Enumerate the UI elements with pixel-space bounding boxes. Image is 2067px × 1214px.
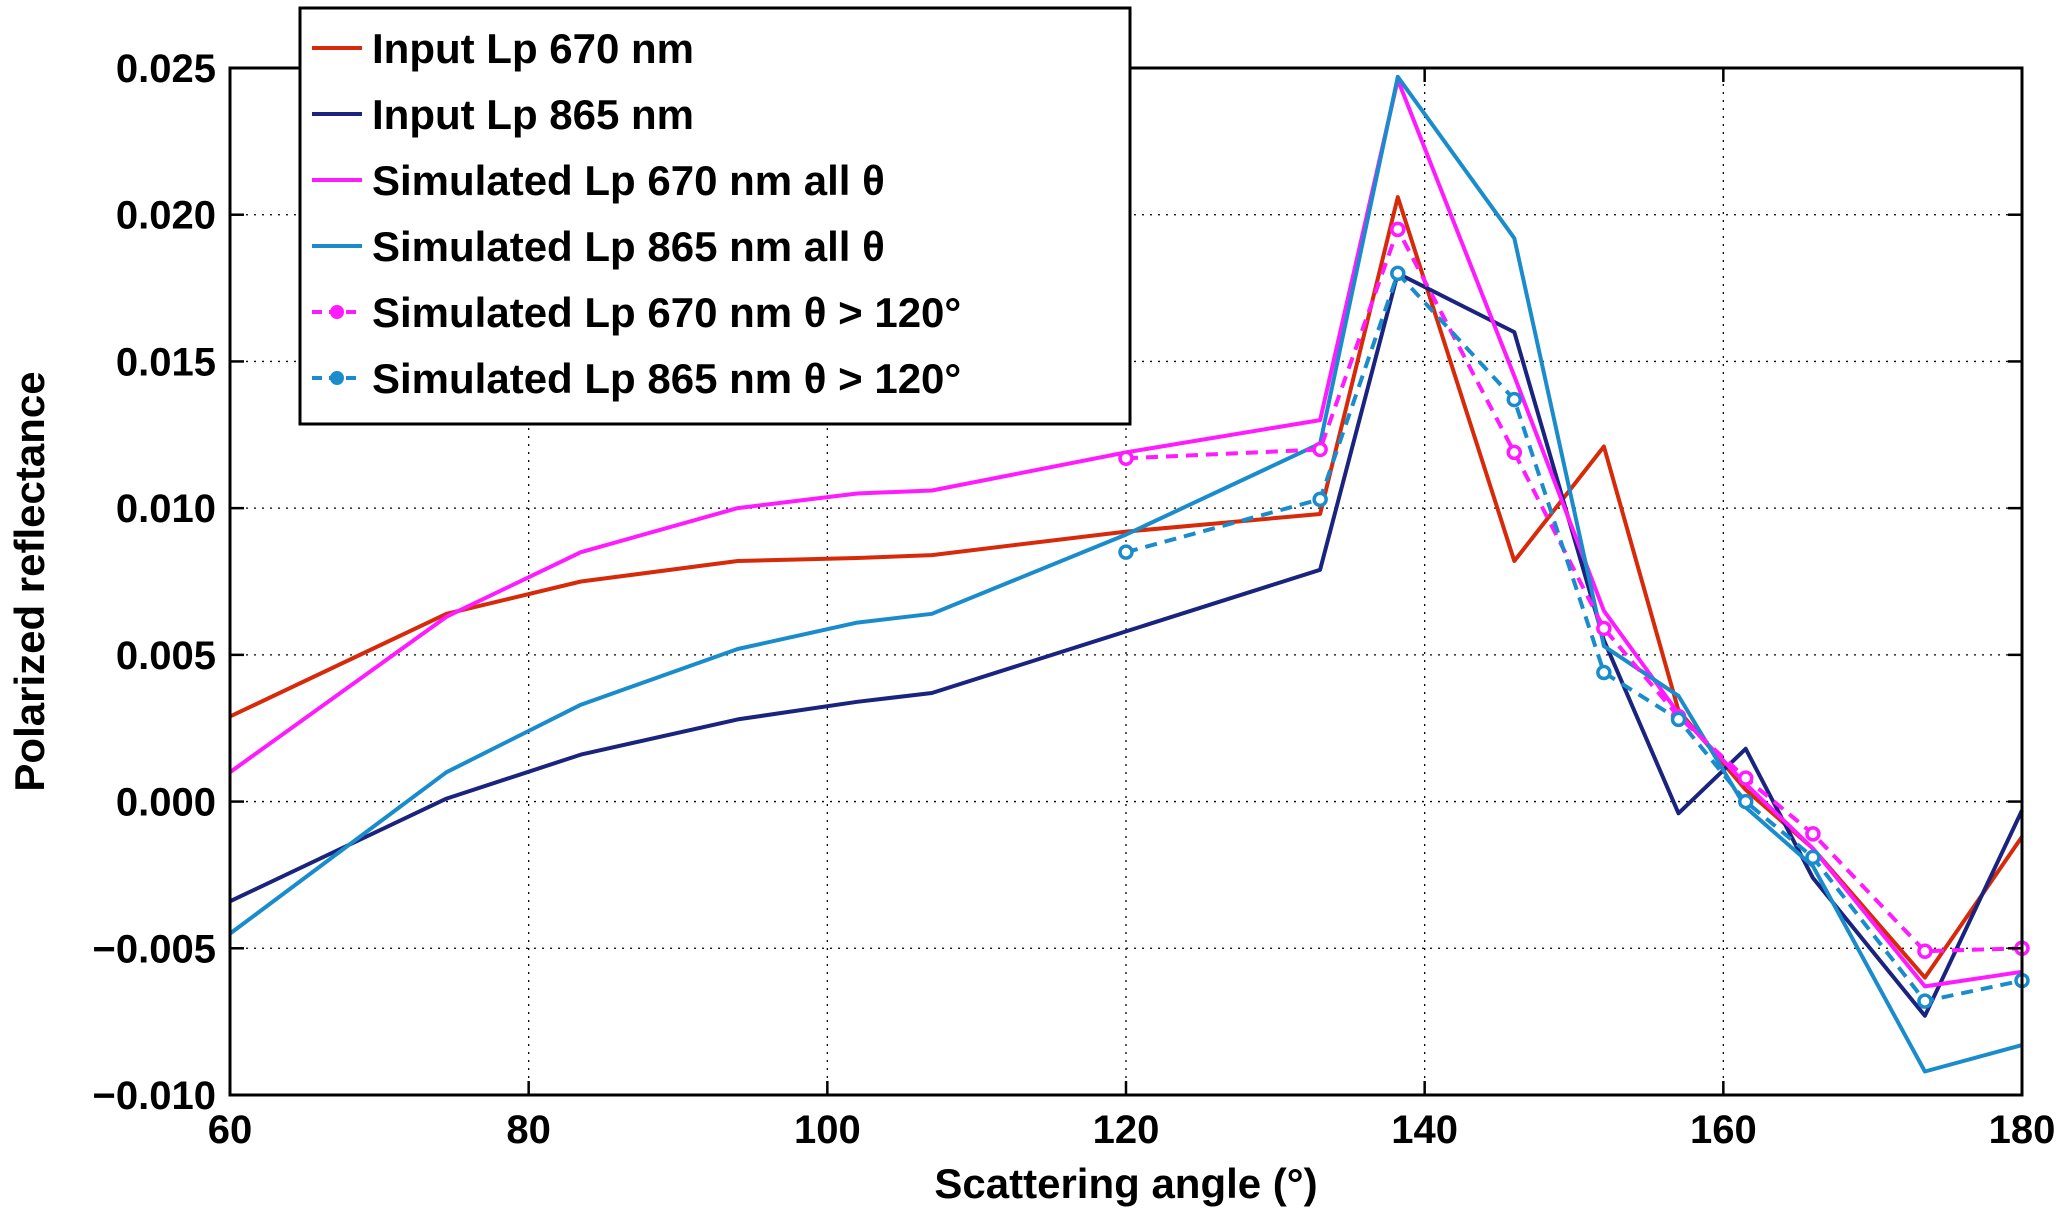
series-line [229, 195, 2024, 980]
series-2 [229, 271, 2024, 1018]
x-tick-label: 80 [506, 1108, 551, 1152]
data-point [1805, 826, 1821, 842]
series-1 [229, 195, 2024, 980]
data-point [1506, 391, 1523, 408]
data-point [1390, 265, 1406, 282]
y-tick-label: 0.020 [116, 194, 216, 238]
series-line [228, 74, 2023, 1074]
legend-label: Simulated Lp 865 nm all θ [372, 223, 885, 270]
x-tick-label: 140 [1391, 1108, 1458, 1152]
legend-item: Simulated Lp 865 nm all θ [312, 223, 885, 270]
legend-label: Input Lp 865 nm [372, 91, 694, 138]
data-point [1312, 441, 1328, 458]
series-line [229, 271, 2024, 1018]
data-point [1917, 943, 1933, 959]
legend-item: Simulated Lp 670 nm all θ [312, 157, 885, 204]
data-point [1917, 993, 1933, 1009]
legend-label: Simulated Lp 670 nm θ > 120° [372, 289, 961, 336]
series-line [1125, 227, 2023, 954]
y-tick-label: 0.010 [116, 487, 216, 531]
x-tick-label: 120 [1093, 1108, 1160, 1152]
legend-item: Simulated Lp 670 nm θ > 120° [312, 289, 961, 336]
legend-item: Simulated Lp 865 nm θ > 120° [312, 355, 961, 402]
data-point [1670, 711, 1687, 728]
data-point [1596, 664, 1612, 681]
y-axis-title: Polarized reflectance [6, 371, 53, 791]
data-point [1737, 770, 1754, 786]
axis-ticks: 60 80 100 120 140 160 180 −0.010 −0.005 0.000 0.00… [93, 47, 2056, 1152]
data-point [1737, 793, 1754, 810]
legend-marker [330, 305, 344, 319]
x-tick-label: 60 [208, 1108, 253, 1152]
x-tick-label: 100 [794, 1108, 861, 1152]
y-tick-label: 0.000 [116, 781, 216, 825]
legend: Input Lp 670 nm Input Lp 865 nm Simulated … [298, 6, 1132, 426]
series-layer [228, 74, 2030, 1074]
y-tick-label: −0.005 [93, 927, 216, 971]
data-point [1118, 450, 1134, 467]
data-point [1506, 444, 1523, 461]
y-tick-label: −0.010 [93, 1074, 216, 1118]
series-line [228, 77, 2023, 989]
series-4 [228, 74, 2023, 1074]
y-tick-label: 0.025 [116, 47, 216, 91]
legend-item: Input Lp 670 nm [312, 25, 694, 72]
data-point [1312, 491, 1328, 508]
legend-item: Input Lp 865 nm [312, 91, 694, 138]
data-point [1805, 849, 1821, 866]
x-tick-label: 160 [1690, 1108, 1757, 1152]
x-axis-title: Scattering angle (°) [934, 1160, 1317, 1207]
x-tick-label: 180 [1989, 1108, 2056, 1152]
y-tick-label: 0.005 [116, 634, 216, 678]
series-6 [1118, 265, 2030, 1009]
data-point [1390, 221, 1406, 238]
legend-box [298, 6, 1132, 426]
legend-marker [330, 371, 344, 385]
legend-label: Simulated Lp 670 nm all θ [372, 157, 885, 204]
legend-label: Simulated Lp 865 nm θ > 120° [372, 355, 961, 402]
y-tick-label: 0.015 [116, 340, 216, 384]
data-point [1596, 620, 1612, 637]
data-point [1118, 544, 1134, 560]
legend-label: Input Lp 670 nm [372, 25, 694, 72]
series-3 [228, 77, 2023, 989]
series-line [1125, 271, 2023, 1004]
